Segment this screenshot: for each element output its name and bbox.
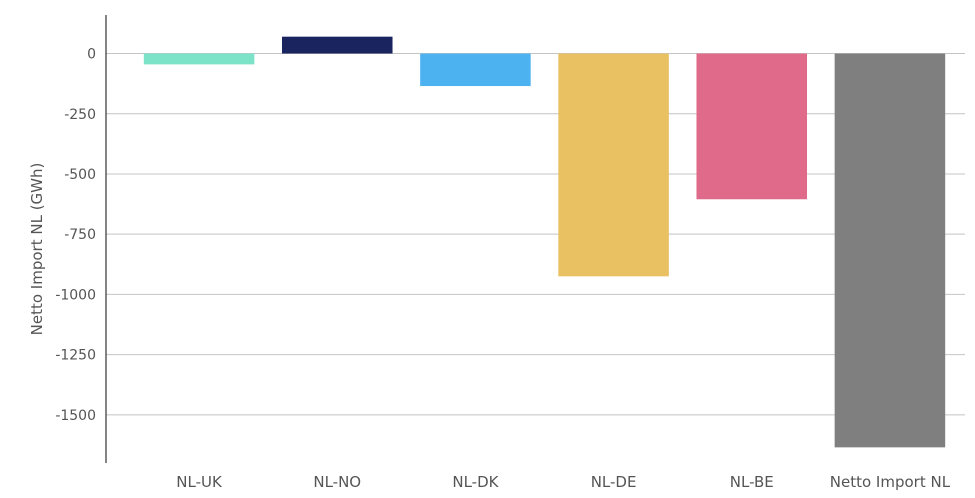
x-category-label: NL-UK xyxy=(176,473,223,491)
y-tick-labels: 0 -250 -500 -750 -1000 -1250 -1500 xyxy=(55,47,96,424)
bar-netto-import-nl xyxy=(834,53,946,448)
x-category-label: NL-NO xyxy=(313,473,361,491)
bar-nl-de xyxy=(558,53,669,277)
x-category-label: NL-BE xyxy=(730,473,774,491)
y-tick-label: -500 xyxy=(64,167,96,183)
bar-nl-no xyxy=(281,36,393,54)
x-category-labels: NL-UK NL-NO NL-DK NL-DE NL-BE Netto Import NL xyxy=(176,473,950,491)
y-tick-label: -750 xyxy=(64,227,96,243)
bar-nl-be xyxy=(696,53,808,200)
y-tick-label: -1250 xyxy=(55,348,96,364)
x-category-label: NL-DE xyxy=(591,473,637,491)
gridlines xyxy=(106,53,965,416)
bar-nl-dk xyxy=(420,53,531,87)
bars xyxy=(143,36,946,448)
y-tick-label: 0 xyxy=(87,47,96,63)
y-axis-title: Netto Import NL (GWh) xyxy=(28,163,46,336)
bar-nl-uk xyxy=(143,53,255,65)
y-tick-label: -1500 xyxy=(55,408,96,424)
x-category-label: NL-DK xyxy=(452,473,499,491)
y-tick-label: -1000 xyxy=(55,287,96,303)
y-tick-label: -250 xyxy=(64,107,96,123)
x-category-label: Netto Import NL xyxy=(830,473,951,491)
